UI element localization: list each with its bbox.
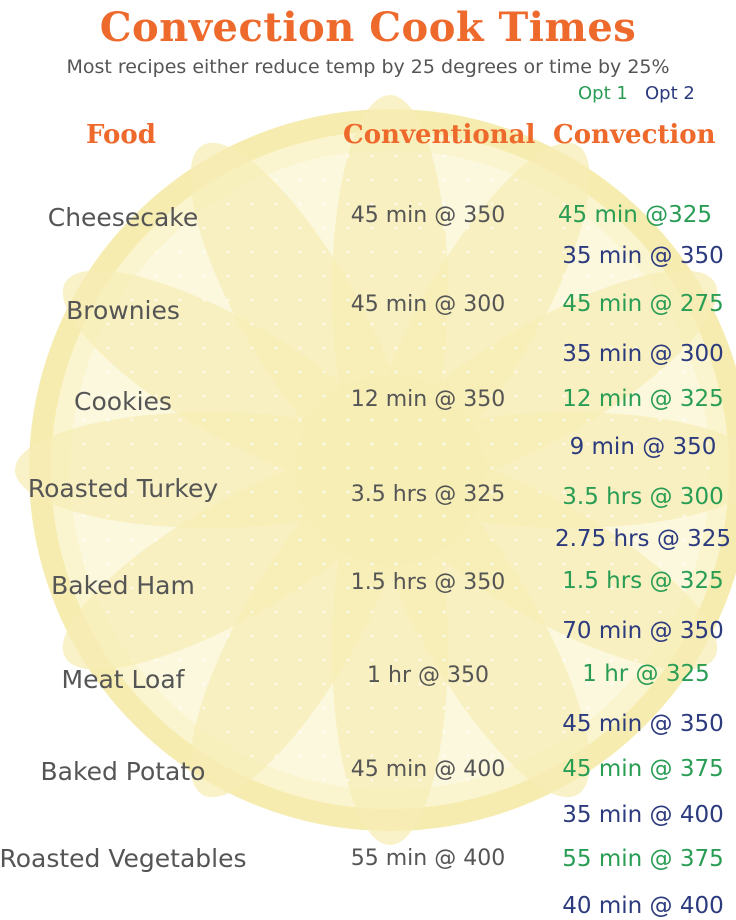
convection-opt1-time: 1.5 hrs @ 325 [562, 568, 724, 594]
convection-opt2-time: 35 min @ 350 [562, 243, 724, 269]
conventional-time: 3.5 hrs @ 325 [350, 482, 506, 507]
food-name: Brownies [66, 296, 180, 325]
header-convection: Convection [553, 120, 716, 150]
convection-opt1-time: 3.5 hrs @ 300 [562, 484, 724, 510]
food-name: Cookies [74, 387, 172, 416]
page-subtitle: Most recipes either reduce temp by 25 de… [66, 56, 670, 78]
conventional-time: 45 min @ 300 [350, 292, 506, 317]
convection-opt1-time: 55 min @ 375 [562, 846, 724, 872]
convection-opt1-time: 12 min @ 325 [562, 386, 724, 412]
conventional-time: 12 min @ 350 [350, 387, 506, 412]
convection-opt1-time: 1 hr @ 325 [582, 661, 710, 687]
convection-opt2-time: 70 min @ 350 [562, 618, 724, 644]
page-title: Convection Cook Times [99, 4, 637, 51]
food-name: Roasted Vegetables [0, 844, 247, 873]
convection-opt2-time: 2.75 hrs @ 325 [554, 526, 732, 552]
food-name: Cheesecake [47, 203, 199, 232]
conventional-time: 45 min @ 400 [350, 757, 506, 782]
legend-opt1: Opt 1 [578, 83, 628, 104]
convection-opt2-time: 45 min @ 350 [562, 711, 724, 737]
food-name: Baked Potato [40, 757, 206, 786]
conventional-time: 45 min @ 350 [350, 203, 506, 228]
food-name: Roasted Turkey [27, 474, 219, 503]
convection-opt1-time: 45 min @325 [557, 202, 713, 228]
convection-opt2-time: 40 min @ 400 [562, 893, 724, 919]
convection-opt2-time: 35 min @ 300 [562, 341, 724, 367]
convection-opt2-time: 9 min @ 350 [569, 434, 717, 460]
conventional-time: 1.5 hrs @ 350 [350, 570, 506, 595]
header-food: Food [86, 120, 156, 150]
convection-opt1-time: 45 min @ 275 [562, 291, 724, 317]
food-name: Meat Loaf [61, 665, 185, 694]
food-name: Baked Ham [51, 571, 195, 600]
convection-opt2-time: 35 min @ 400 [562, 802, 724, 828]
conventional-time: 1 hr @ 350 [367, 663, 489, 688]
convection-opt1-time: 45 min @ 375 [562, 756, 724, 782]
header-conventional: Conventional [343, 120, 536, 150]
legend-opt2: Opt 2 [645, 83, 695, 104]
conventional-time: 55 min @ 400 [350, 846, 506, 871]
